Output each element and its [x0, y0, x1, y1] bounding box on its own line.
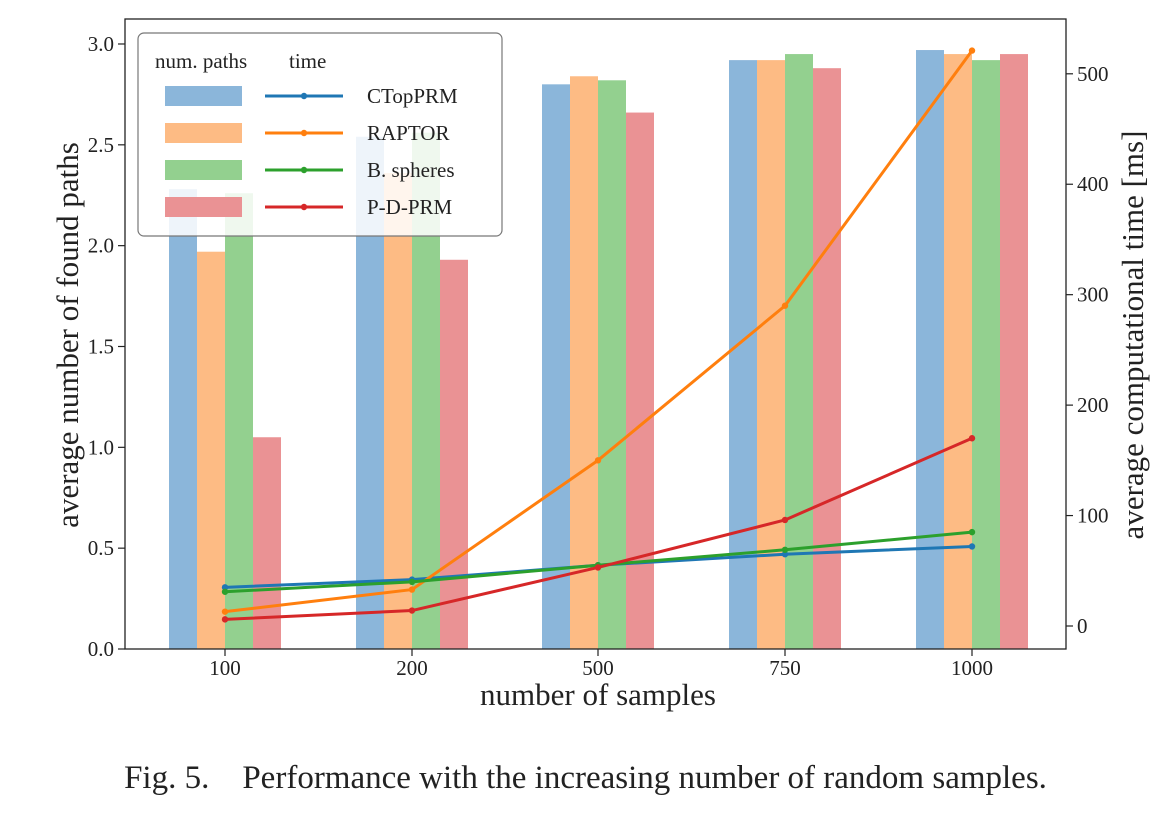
y-axis-title: average number of found paths	[50, 142, 85, 528]
y2-tick-label: 400	[1077, 172, 1109, 196]
y2-tick-label: 100	[1077, 504, 1109, 528]
legend-label: P-D-PRM	[367, 195, 453, 219]
y-tick-label: 0.0	[88, 637, 114, 661]
data-point	[408, 586, 416, 593]
legend: num. paths time CTopPRM RAPTOR B. spheres P…	[137, 32, 503, 237]
bar	[570, 76, 598, 649]
bar	[785, 54, 813, 650]
y-tick-label: 2.5	[88, 133, 114, 157]
y-tick-label: 1.0	[88, 435, 114, 459]
legend-marker	[300, 203, 308, 211]
data-point	[221, 608, 229, 615]
bar	[253, 437, 281, 649]
data-point	[968, 47, 976, 54]
data-point	[968, 543, 976, 550]
data-point	[781, 551, 789, 558]
legend-header-bars: num. paths	[155, 49, 247, 73]
legend-label: B. spheres	[367, 158, 455, 182]
bar	[225, 193, 253, 649]
x-axis-title: number of samples	[480, 677, 716, 712]
legend-bar-swatch	[165, 86, 242, 106]
data-point	[968, 435, 976, 442]
y2-tick-label: 500	[1077, 62, 1109, 86]
bar	[916, 50, 944, 649]
bar	[813, 68, 841, 649]
legend-marker	[300, 92, 308, 100]
data-point	[968, 528, 976, 536]
legend-entries: CTopPRM RAPTOR B. spheres P-D-PRM	[165, 84, 458, 219]
plot-frame	[124, 18, 1067, 650]
x-tick-label: 500	[582, 656, 614, 680]
x-tick-label: 1000	[951, 656, 993, 680]
tick-group: 0.0 0.5 1.0 1.5 2.0 2.5 3.0 0 100 200 300 400 500 100…	[88, 32, 1109, 680]
data-point	[594, 457, 602, 464]
bar	[197, 251, 225, 650]
data-point	[594, 564, 602, 571]
data-point	[781, 516, 789, 524]
data-point	[221, 616, 229, 623]
data-point	[781, 302, 789, 309]
legend-bar-swatch	[165, 160, 242, 180]
plot-area-border	[124, 18, 1067, 650]
y-tick-label: 3.0	[88, 32, 114, 56]
bar	[972, 60, 1000, 650]
bar	[729, 60, 757, 650]
y2-axis-title: average computational time [ms]	[1115, 131, 1150, 540]
bar	[542, 84, 570, 650]
bar	[626, 112, 654, 649]
y-tick-label: 1.5	[88, 334, 114, 358]
legend-bar-swatch	[165, 197, 242, 217]
x-tick-label: 100	[209, 656, 241, 680]
y2-tick-label: 300	[1077, 283, 1109, 307]
data-point	[408, 578, 416, 586]
data-point	[221, 584, 229, 591]
legend-header-lines: time	[289, 49, 326, 73]
bar	[757, 60, 785, 650]
data-point	[781, 546, 789, 553]
y2-tick-label: 0	[1077, 614, 1088, 638]
figure-caption: Fig. 5. Performance with the increasing …	[124, 760, 1047, 796]
legend-label: CTopPRM	[367, 84, 458, 108]
bar	[440, 259, 468, 649]
bar	[1000, 54, 1028, 650]
bar	[598, 80, 626, 650]
y-tick-label: 2.0	[88, 234, 114, 258]
data-point	[408, 607, 416, 614]
legend-marker	[300, 166, 308, 174]
legend-bar-swatch	[165, 123, 242, 143]
y2-tick-label: 200	[1077, 393, 1109, 417]
bar	[169, 189, 197, 650]
bar	[384, 173, 412, 649]
x-tick-label: 750	[769, 656, 801, 680]
data-point	[221, 588, 229, 595]
bar	[944, 54, 972, 650]
line-group	[221, 47, 976, 623]
y-tick-label: 0.5	[88, 536, 114, 560]
legend-label: RAPTOR	[367, 121, 449, 145]
legend-marker	[300, 129, 308, 137]
x-tick-label: 200	[396, 656, 428, 680]
